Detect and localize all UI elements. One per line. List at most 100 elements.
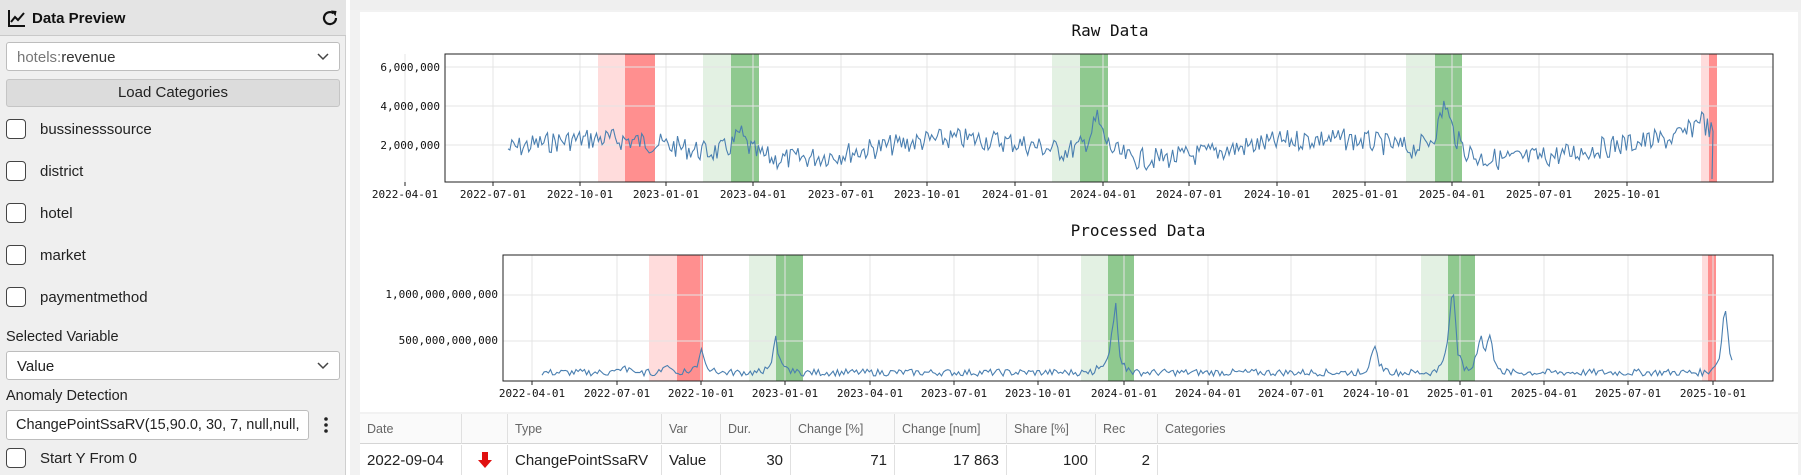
category-checkbox-hotel[interactable]: hotel [6, 202, 73, 224]
raw-series-line [507, 100, 1714, 180]
cell-categories [1158, 445, 1798, 475]
anomaly-band [1052, 54, 1080, 182]
selected-variable-select[interactable]: Value [6, 351, 340, 380]
checkbox-label: hotel [40, 204, 73, 222]
sidebar-title: Data Preview [32, 10, 126, 27]
checkbox[interactable] [6, 245, 26, 265]
checkbox-label: district [40, 162, 84, 180]
anomaly-band [1702, 255, 1708, 381]
cell-date: 2022-09-04 [360, 445, 462, 475]
raw-grid [404, 54, 1773, 182]
x-tick-label: 2022-10-01 [668, 387, 734, 400]
anomaly-band [1406, 54, 1435, 182]
more-vert-icon[interactable] [318, 414, 334, 436]
dataset-select[interactable]: hotels:revenue [6, 42, 340, 71]
top-bar [350, 0, 1801, 10]
category-checkbox-paymentmethod[interactable]: paymentmethod [6, 286, 148, 308]
x-tick-label: 2022-04-01 [372, 188, 438, 201]
checkbox[interactable] [6, 203, 26, 223]
x-tick-label: 2024-04-01 [1175, 387, 1241, 400]
start-y-from-zero-checkbox[interactable]: Start Y From 0 [6, 447, 137, 469]
column-header-categories[interactable]: Categories [1165, 422, 1226, 436]
load-categories-button[interactable]: Load Categories [6, 79, 340, 107]
checkbox[interactable] [6, 287, 26, 307]
cell-rec: 2 [1096, 445, 1158, 475]
sidebar: Data Preview hotels:revenue Load Categor… [0, 0, 346, 475]
category-checkbox-market[interactable]: market [6, 244, 86, 266]
column-header-type[interactable]: Type [508, 414, 662, 444]
x-tick-label: 2023-10-01 [1005, 387, 1071, 400]
anomaly-band [1709, 54, 1717, 182]
checkbox-label: paymentmethod [40, 288, 148, 306]
processed-y-tick: 500,000,000,000 [399, 334, 498, 347]
table-row[interactable]: 2022-09-04 ChangePointSsaRV Value 30 71 … [360, 445, 1798, 475]
x-tick-label: 2024-10-01 [1343, 387, 1409, 400]
column-header-date[interactable]: Date [360, 414, 462, 444]
raw-chart-title: Raw Data [1071, 21, 1148, 40]
sidebar-header: Data Preview [0, 0, 346, 36]
anomaly-band [1435, 54, 1462, 182]
x-tick-label: 2025-07-01 [1595, 387, 1661, 400]
raw-y-tick: 6,000,000 [380, 61, 440, 74]
refresh-icon[interactable] [320, 8, 340, 28]
x-tick-label: 2023-01-01 [752, 387, 818, 400]
cell-var: Value [662, 445, 721, 475]
x-tick-label: 2024-04-01 [1070, 188, 1136, 201]
x-tick-label: 2022-04-01 [499, 387, 565, 400]
checkbox-label: market [40, 246, 86, 264]
column-header-rec[interactable]: Rec [1096, 414, 1158, 444]
category-checkbox-bussinesssource[interactable]: bussinesssource [6, 118, 152, 140]
x-tick-label: 2025-04-01 [1419, 188, 1485, 201]
anomaly-band [1708, 255, 1716, 381]
x-tick-label: 2023-04-01 [837, 387, 903, 400]
x-tick-label: 2022-10-01 [547, 188, 613, 201]
selected-variable-value: Value [17, 358, 55, 375]
processed-chart-title: Processed Data [1071, 221, 1206, 240]
raw-y-tick: 2,000,000 [380, 139, 440, 152]
line-chart-icon [8, 10, 25, 27]
checkbox-label: bussinesssource [40, 120, 152, 138]
checkbox[interactable] [6, 448, 26, 468]
x-tick-label: 2024-07-01 [1258, 387, 1324, 400]
arrow-down-icon [477, 452, 492, 468]
raw-y-tick: 4,000,000 [380, 100, 440, 113]
processed-grid [503, 255, 1773, 381]
raw-anomaly-bands [598, 54, 1717, 182]
processed-anomaly-bands [649, 255, 1716, 381]
column-header-direction[interactable] [462, 414, 508, 444]
table-header: Date Type Var Dur. Change [%] Change [nu… [360, 414, 1798, 444]
anomaly-band [731, 54, 759, 182]
x-tick-label: 2023-07-01 [921, 387, 987, 400]
x-tick-label: 2024-01-01 [1091, 387, 1157, 400]
anomaly-band [625, 54, 655, 182]
x-tick-label: 2025-01-01 [1332, 188, 1398, 201]
cell-type: ChangePointSsaRV [508, 445, 662, 475]
column-header-share-pct[interactable]: Share [%] [1007, 414, 1096, 444]
category-checkbox-district[interactable]: district [6, 160, 83, 182]
x-tick-label: 2023-01-01 [633, 188, 699, 201]
processed-y-tick: 1,000,000,000,000 [385, 288, 498, 301]
x-tick-label: 2025-10-01 [1594, 188, 1660, 201]
x-tick-label: 2025-01-01 [1427, 387, 1493, 400]
anomaly-band [1108, 255, 1134, 381]
raw-y-axis: 6,000,000 4,000,000 2,000,000 [380, 61, 440, 152]
cell-duration: 30 [721, 445, 791, 475]
anomaly-band [1448, 255, 1475, 381]
column-header-var[interactable]: Var [662, 414, 721, 444]
anomaly-band [598, 54, 625, 182]
column-header-change-num[interactable]: Change [num] [895, 414, 1007, 444]
charts-svg: Raw Data 6,000,000 4,000,000 2,000,000 2… [372, 21, 1774, 400]
x-tick-label: 2025-04-01 [1511, 387, 1577, 400]
anomaly-band [1701, 54, 1709, 182]
checkbox-label: Start Y From 0 [40, 449, 137, 467]
anomaly-table: Date Type Var Dur. Change [%] Change [nu… [360, 414, 1798, 475]
checkbox[interactable] [6, 161, 26, 181]
x-tick-label: 2022-07-01 [460, 188, 526, 201]
anomaly-detection-input[interactable]: ChangePointSsaRV(15,90.0, 30, 7, null,nu… [6, 410, 309, 440]
column-header-duration[interactable]: Dur. [721, 414, 791, 444]
x-tick-label: 2025-10-01 [1680, 387, 1746, 400]
checkbox[interactable] [6, 119, 26, 139]
anomaly-band [677, 255, 703, 381]
column-header-change-pct[interactable]: Change [%] [791, 414, 895, 444]
x-tick-label: 2023-07-01 [808, 188, 874, 201]
